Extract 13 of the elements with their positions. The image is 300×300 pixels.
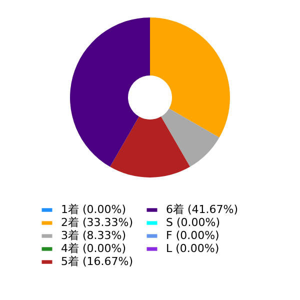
donut-slice bbox=[161, 108, 220, 167]
donut-slice bbox=[110, 116, 190, 178]
legend-label: S (0.00%) bbox=[166, 216, 220, 229]
legend-label: 1着 (0.00%) bbox=[61, 203, 126, 216]
legend-label: 2着 (33.33%) bbox=[61, 216, 134, 229]
legend-label: L (0.00%) bbox=[166, 242, 220, 255]
legend-label: 3着 (8.33%) bbox=[61, 229, 126, 242]
legend-label: 4着 (0.00%) bbox=[61, 242, 126, 255]
donut-slice bbox=[70, 18, 150, 167]
legend-label: F (0.00%) bbox=[166, 229, 220, 242]
legend-label: 6着 (41.67%) bbox=[166, 203, 238, 216]
donut-slice bbox=[150, 18, 230, 138]
legend-label: 5着 (16.67%) bbox=[61, 255, 134, 268]
